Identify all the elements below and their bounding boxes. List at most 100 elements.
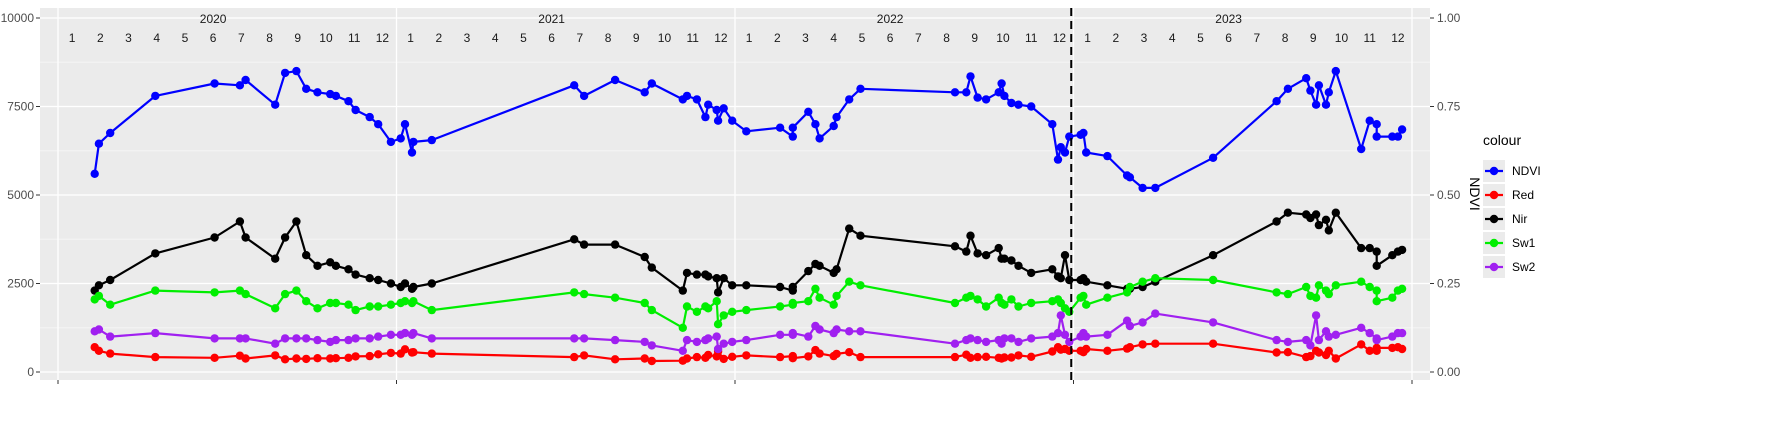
data-point xyxy=(1311,100,1321,109)
data-point xyxy=(719,274,728,283)
data-point xyxy=(728,281,737,290)
data-point xyxy=(678,346,687,355)
data-point xyxy=(280,68,290,78)
y-tick-label: 7500 xyxy=(7,100,34,114)
data-point xyxy=(409,328,418,338)
data-point xyxy=(210,353,219,362)
data-point xyxy=(344,97,353,106)
data-point xyxy=(1000,254,1009,263)
data-point xyxy=(1272,335,1281,345)
data-point xyxy=(1357,323,1366,332)
data-point xyxy=(407,148,417,157)
data-point xyxy=(845,95,854,104)
data-point xyxy=(365,351,374,361)
data-point xyxy=(1000,353,1009,362)
month-label: 9 xyxy=(633,31,640,45)
data-point xyxy=(1397,245,1407,255)
data-point xyxy=(728,352,737,361)
data-point xyxy=(374,275,383,285)
data-point xyxy=(1079,291,1088,301)
data-point xyxy=(1208,318,1218,327)
data-point xyxy=(1027,352,1036,361)
month-label: 6 xyxy=(548,31,555,45)
data-point xyxy=(832,265,841,274)
data-point xyxy=(950,242,960,251)
data-point xyxy=(1056,311,1066,320)
data-point xyxy=(966,72,975,81)
data-point xyxy=(400,328,410,338)
data-point xyxy=(94,346,104,355)
data-point xyxy=(775,123,785,132)
data-point xyxy=(1208,251,1218,260)
data-point xyxy=(692,307,702,316)
data-point xyxy=(1208,275,1218,285)
data-point xyxy=(1014,100,1023,109)
data-point xyxy=(331,91,341,101)
month-label: 1 xyxy=(69,31,76,45)
data-point xyxy=(241,334,250,343)
data-point xyxy=(386,279,396,288)
data-point xyxy=(1082,332,1091,341)
data-point xyxy=(713,320,723,329)
data-point xyxy=(719,311,728,320)
data-point xyxy=(427,305,436,315)
legend-label: Sw2 xyxy=(1512,260,1536,274)
data-point xyxy=(682,268,692,278)
data-point xyxy=(1372,261,1381,270)
data-point xyxy=(1125,343,1135,352)
data-point xyxy=(1208,153,1218,162)
data-point xyxy=(331,298,341,308)
data-point xyxy=(973,295,982,304)
data-point xyxy=(1053,155,1063,164)
data-point xyxy=(151,328,160,338)
data-point xyxy=(610,240,620,249)
data-point xyxy=(804,352,813,361)
data-point xyxy=(396,134,405,143)
data-point xyxy=(106,349,115,358)
data-point xyxy=(331,261,341,270)
data-point xyxy=(1324,289,1334,299)
data-point xyxy=(682,91,692,101)
data-point xyxy=(570,288,579,297)
data-point xyxy=(579,289,589,299)
data-point xyxy=(1306,351,1315,361)
data-point xyxy=(1365,116,1374,125)
data-point xyxy=(302,251,311,260)
data-point xyxy=(1283,337,1293,347)
legend-key-sw2: Sw2 xyxy=(1483,256,1536,278)
data-point xyxy=(1372,132,1381,141)
data-point xyxy=(570,352,579,362)
data-point xyxy=(1103,151,1112,161)
data-point xyxy=(1372,335,1381,345)
y-tick-label: 10000 xyxy=(1,11,35,25)
data-point xyxy=(804,266,813,276)
data-point xyxy=(712,332,721,341)
data-point xyxy=(351,352,360,361)
month-label: 1 xyxy=(407,31,414,45)
data-point xyxy=(712,274,721,283)
data-point xyxy=(1014,351,1023,360)
data-point xyxy=(409,348,418,357)
data-point xyxy=(1138,340,1147,349)
data-point xyxy=(365,112,374,122)
data-point xyxy=(280,233,290,242)
data-point xyxy=(1357,340,1366,349)
data-point xyxy=(1151,274,1160,283)
data-point xyxy=(1306,86,1315,95)
data-point xyxy=(1014,261,1023,270)
data-point xyxy=(1125,282,1135,292)
data-point xyxy=(713,288,723,297)
month-label: 2 xyxy=(774,31,781,45)
data-point xyxy=(719,104,728,113)
data-point xyxy=(719,339,728,348)
data-point xyxy=(94,325,104,334)
data-point xyxy=(1125,173,1135,182)
data-point xyxy=(704,272,713,281)
data-point xyxy=(292,286,301,295)
data-point xyxy=(981,337,991,347)
data-point xyxy=(647,305,656,315)
data-point xyxy=(313,261,322,270)
data-point xyxy=(210,288,219,297)
data-point xyxy=(1314,348,1324,357)
